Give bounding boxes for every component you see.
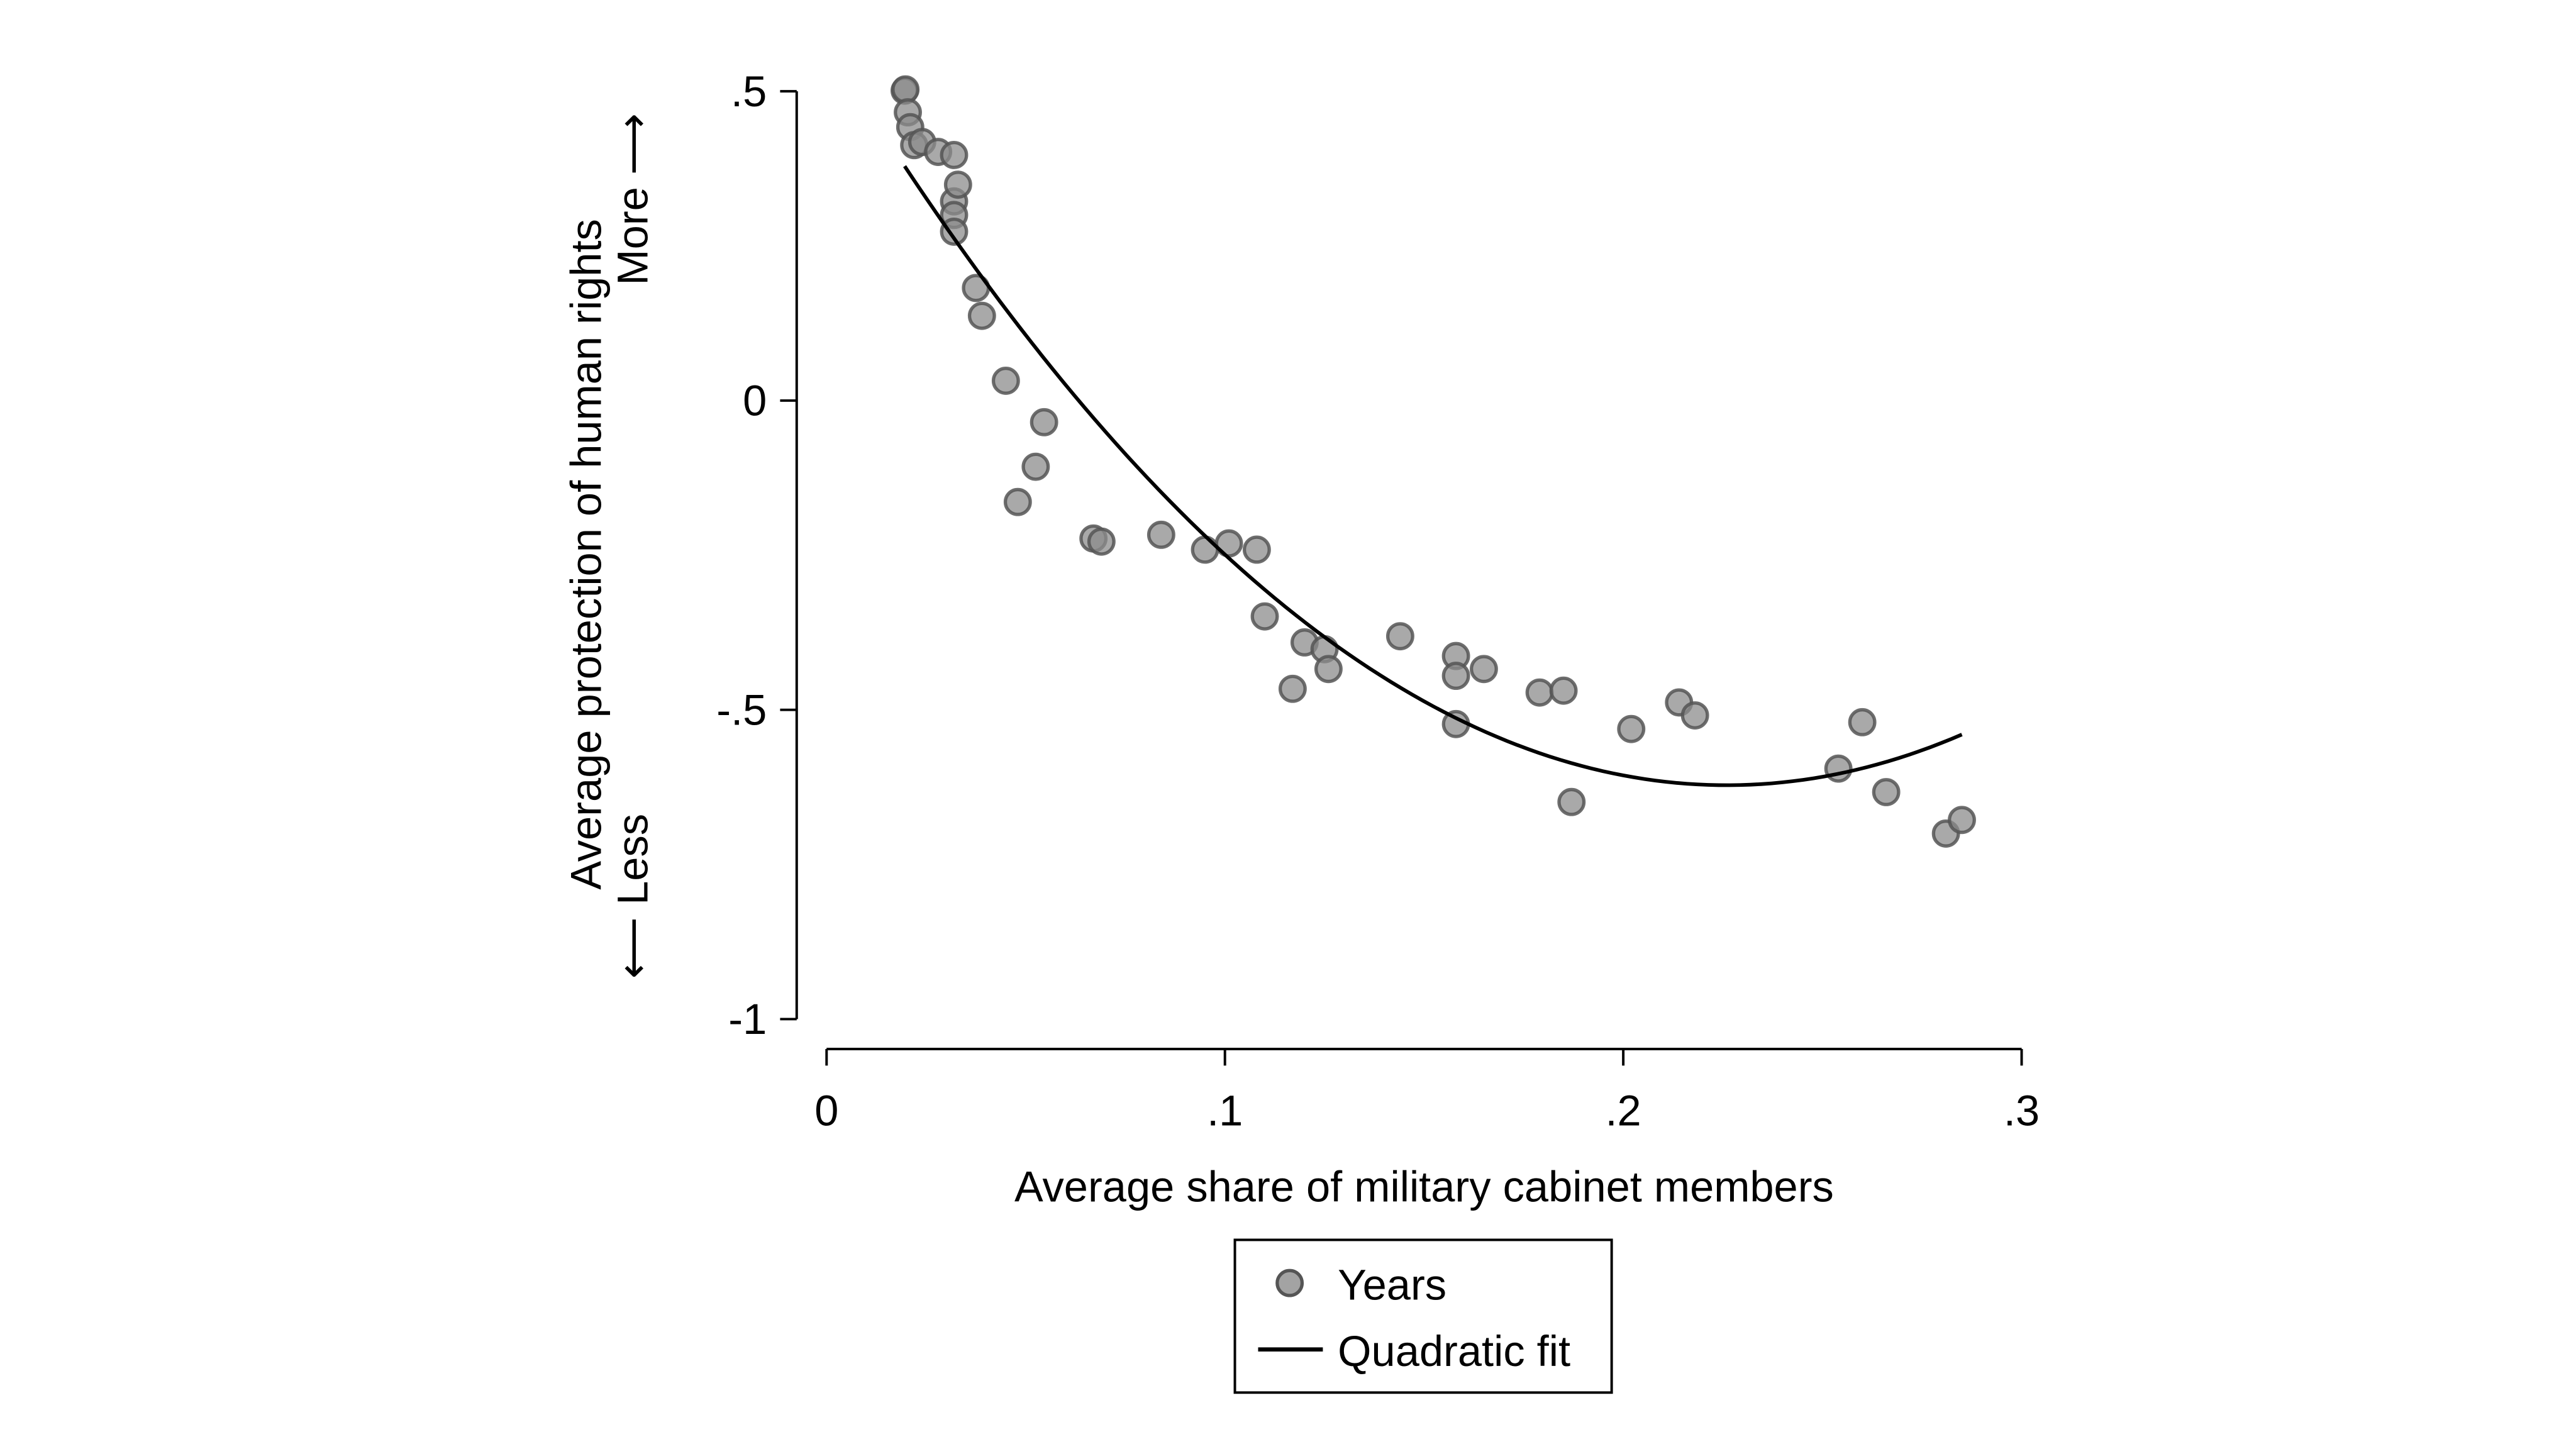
data-point [1617, 714, 1646, 743]
y-tick-label: -.5 [716, 686, 767, 734]
data-point [1680, 701, 1709, 730]
data-point [1087, 527, 1116, 556]
y-axis: .5 0 -.5 -1 [716, 67, 798, 1043]
data-point [891, 75, 920, 104]
y-axis-label-group: Average protection of human rights ⟵ Les… [562, 113, 657, 979]
data-point [1278, 674, 1307, 703]
data-point [1385, 622, 1414, 651]
x-tick-label: 0 [814, 1086, 838, 1135]
legend: Years Quadratic fit [1233, 1238, 1613, 1394]
y-tick-label: .5 [731, 67, 767, 116]
y-axis-less-label: ⟵ Less [608, 814, 657, 979]
quadratic-fit-line [903, 165, 1963, 787]
data-point [1314, 655, 1343, 684]
x-axis: 0 .1 .2 .3 [814, 1047, 2040, 1135]
legend-label-years: Years [1338, 1260, 1446, 1309]
x-tick-label: .2 [1605, 1086, 1641, 1135]
data-point [1441, 662, 1470, 691]
data-point [940, 141, 969, 169]
x-axis-label: Average share of military cabinet member… [1014, 1163, 1834, 1211]
y-axis-label: Average protection of human rights [562, 219, 610, 890]
data-point [1557, 787, 1586, 816]
data-point [1242, 535, 1271, 564]
data-point [1191, 535, 1219, 564]
data-point [1848, 708, 1877, 736]
y-tick-label: 0 [743, 377, 767, 425]
y-axis-more-label: More ⟶ [608, 113, 657, 286]
legend-box [1233, 1238, 1613, 1394]
data-point [1469, 655, 1498, 684]
plot-marks [891, 75, 1976, 848]
legend-marker-years [1275, 1269, 1304, 1297]
data-point [1872, 778, 1901, 806]
x-tick-label: .3 [2004, 1086, 2040, 1135]
data-point [943, 170, 972, 199]
x-tick-label: .1 [1207, 1086, 1243, 1135]
data-point [1948, 806, 1976, 835]
data-point [1250, 602, 1279, 631]
y-tick-label: -1 [728, 995, 767, 1043]
legend-label-fit: Quadratic fit [1338, 1327, 1570, 1375]
data-point [1549, 676, 1578, 705]
data-point [967, 301, 996, 330]
data-point [1525, 678, 1554, 707]
data-point [1030, 408, 1058, 436]
data-point [1146, 520, 1175, 549]
data-point [1003, 487, 1032, 516]
data-point [1021, 452, 1050, 481]
data-point [991, 367, 1020, 395]
data-point [940, 217, 969, 246]
